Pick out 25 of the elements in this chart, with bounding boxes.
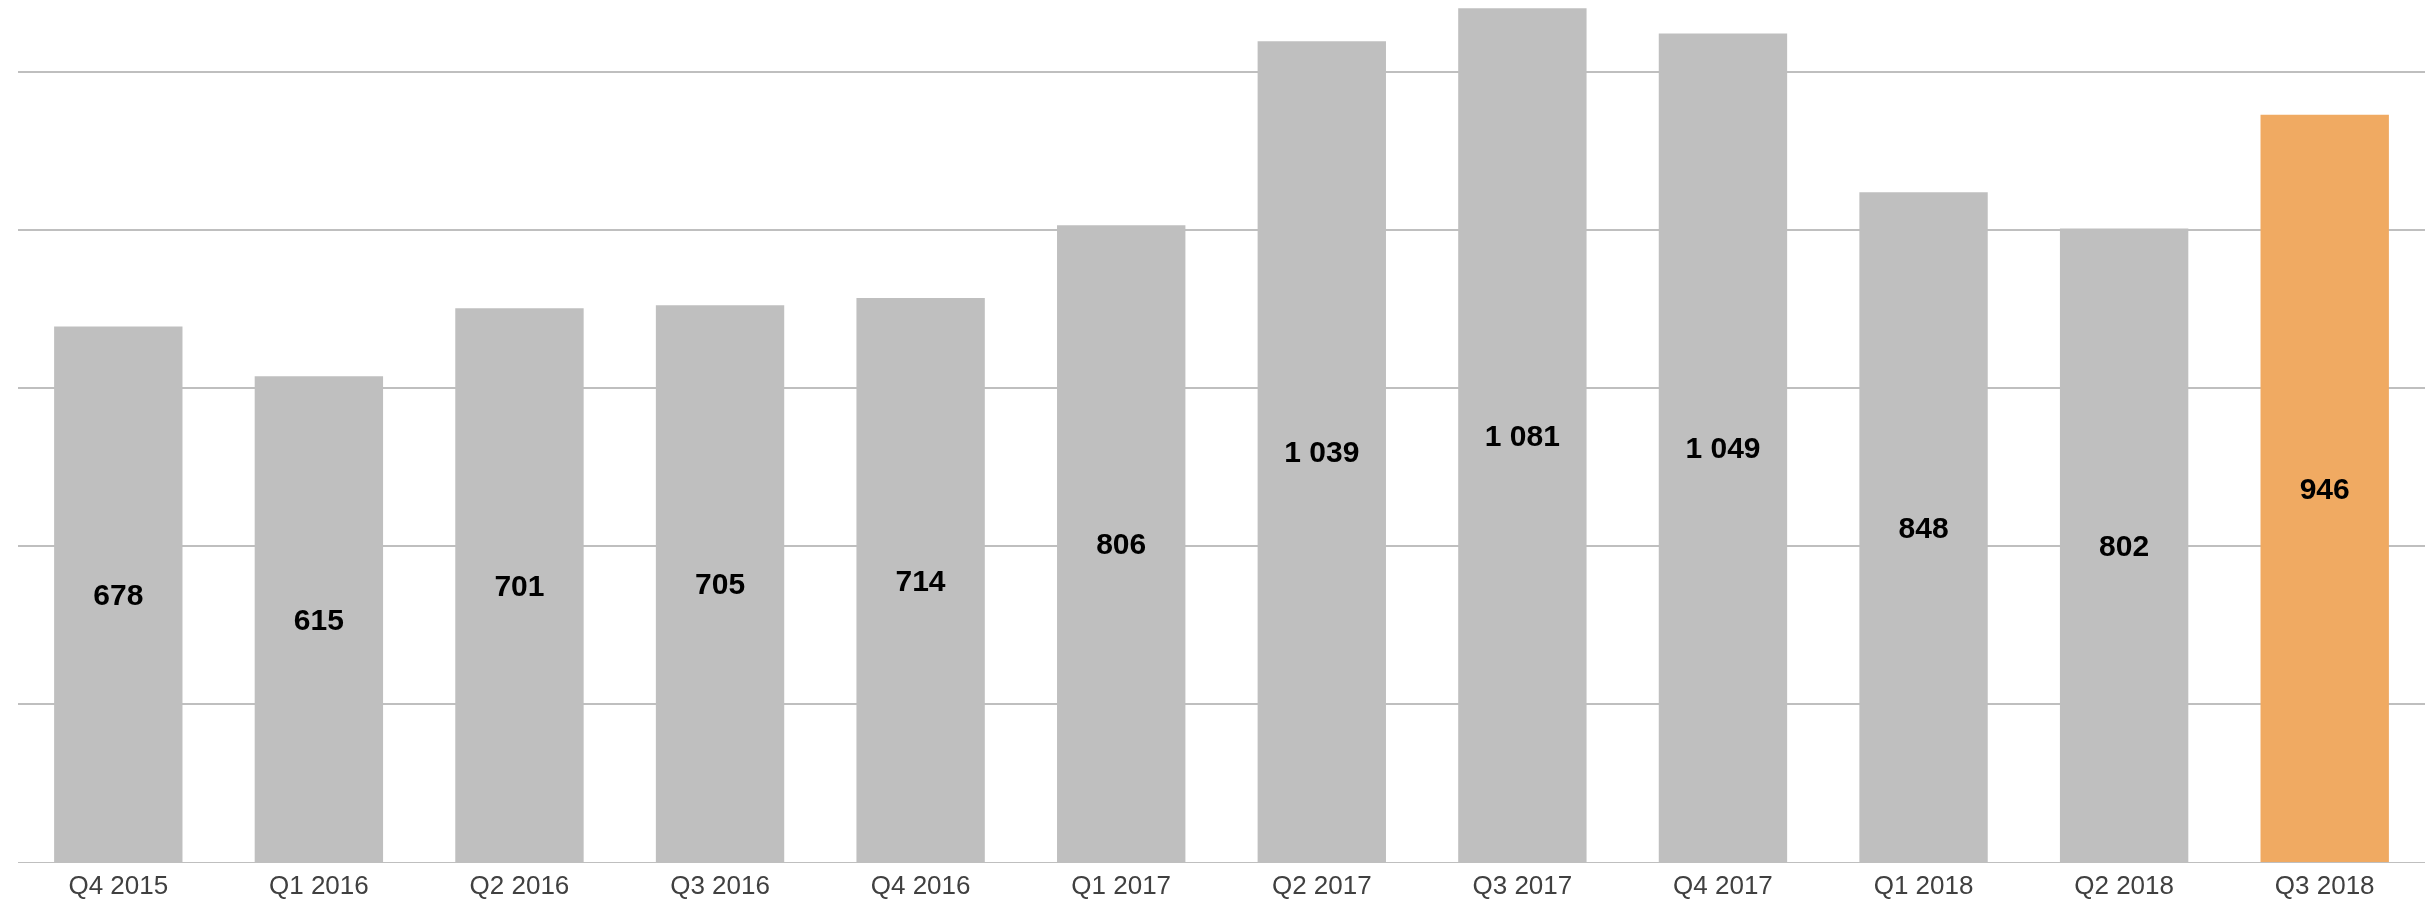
data-label: 678 bbox=[93, 577, 144, 611]
data-label: 946 bbox=[2299, 471, 2350, 505]
data-label: 1 081 bbox=[1484, 418, 1560, 452]
x-tick-label: Q2 2017 bbox=[1271, 870, 1372, 901]
data-label: 1 049 bbox=[1685, 431, 1761, 465]
x-tick-label: Q1 2016 bbox=[269, 870, 369, 901]
x-tick-label: Q4 2016 bbox=[870, 870, 971, 901]
x-tick-label: Q1 2018 bbox=[1873, 870, 1974, 901]
data-label: 615 bbox=[293, 602, 344, 636]
x-tick-label: Q4 2015 bbox=[68, 870, 169, 901]
x-tick-label: Q3 2018 bbox=[2274, 870, 2375, 901]
data-label: 806 bbox=[1096, 527, 1147, 561]
x-tick-label: Q4 2017 bbox=[1673, 870, 1773, 901]
data-label: 701 bbox=[494, 568, 545, 602]
x-tick-label: Q2 2018 bbox=[2074, 870, 2174, 901]
data-label: 714 bbox=[895, 563, 946, 597]
bar bbox=[2260, 114, 2389, 862]
x-tick-label: Q3 2017 bbox=[1472, 870, 1573, 901]
x-tick-label: Q2 2016 bbox=[469, 870, 570, 901]
x-tick-label: Q3 2016 bbox=[670, 870, 770, 901]
data-label: 705 bbox=[695, 567, 746, 601]
data-label: 1 039 bbox=[1284, 435, 1360, 469]
x-tick-label: Q1 2017 bbox=[1071, 870, 1172, 901]
data-label: 848 bbox=[1898, 510, 1949, 544]
data-label: 802 bbox=[2099, 528, 2150, 562]
